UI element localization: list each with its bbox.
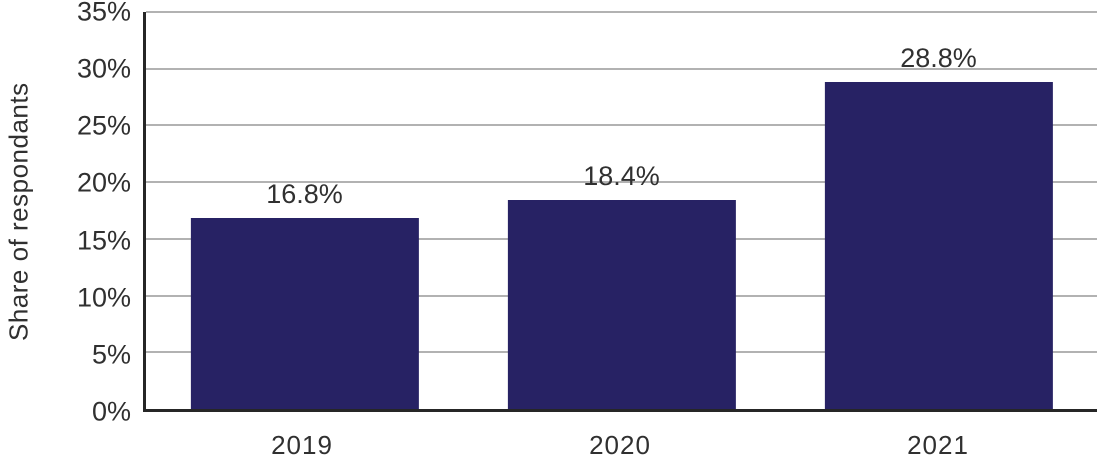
y-tick-labels: 0% 5% 10% 15% 20% 25% 30% 35% (0, 0, 131, 425)
y-tick-0%: 0% (91, 396, 131, 427)
x-tick-2021: 2021 (907, 430, 969, 460)
y-tick-30%: 30% (76, 53, 131, 84)
y-tick-35%: 35% (76, 0, 131, 27)
value-label-2021: 28.8% (900, 43, 977, 74)
bar-slot-2021: 28.8% (780, 12, 1097, 409)
gridline-20% (146, 181, 1097, 184)
value-label-2019: 16.8% (266, 179, 343, 210)
x-tick-labels: 2019 2020 2021 (143, 430, 1097, 461)
y-tick-5%: 5% (91, 339, 131, 370)
y-tick-25%: 25% (76, 110, 131, 141)
y-tick-15%: 15% (76, 225, 131, 256)
x-tick-2020: 2020 (589, 430, 651, 460)
value-label-2020: 18.4% (583, 161, 660, 192)
bar-slot-2019: 16.8% (146, 12, 463, 409)
y-tick-20%: 20% (76, 167, 131, 198)
bar-slot-2020: 18.4% (463, 12, 780, 409)
gridline-25% (146, 124, 1097, 127)
gridline-35% (146, 11, 1097, 13)
bars-row: 16.8% 18.4% 28.8% (146, 12, 1097, 409)
bar-2020 (507, 200, 736, 409)
bar-2019 (190, 218, 419, 409)
x-tick-2019: 2019 (271, 430, 333, 460)
bar-2021 (824, 82, 1053, 409)
plot-area: 16.8% 18.4% 28.8% (143, 11, 1097, 412)
y-tick-10%: 10% (76, 282, 131, 313)
gridline-30% (146, 67, 1097, 70)
